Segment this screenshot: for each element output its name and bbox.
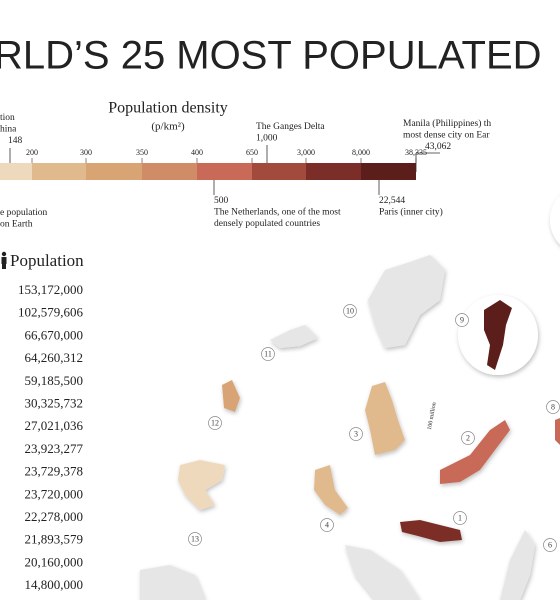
label-circle	[343, 304, 357, 318]
tick-label: 3,000	[297, 148, 315, 157]
density-band	[0, 163, 32, 180]
scale-note: 100 million	[427, 402, 438, 430]
population-value: 64,260,312	[25, 350, 84, 365]
population-value: 59,185,500	[25, 373, 84, 388]
tick-label: 350	[136, 148, 148, 157]
title: RLD’S 25 MOST POPULATED	[0, 34, 542, 78]
population-header: Population	[10, 251, 84, 270]
annotation-line: on Earth	[0, 220, 33, 230]
population-value: 21,893,579	[25, 532, 84, 547]
map-labels: 10 9 11 8 12 3 2 1 4 6 13	[188, 304, 560, 552]
leader-lines	[9, 145, 440, 195]
annotation-line: densely populated countries	[214, 219, 320, 229]
map-label: 9	[460, 315, 464, 324]
label-circle	[261, 347, 275, 361]
label-circle	[461, 431, 475, 445]
population-value: 153,172,000	[18, 282, 83, 297]
label-circle	[188, 532, 202, 546]
tick-label: 650	[246, 148, 258, 157]
map	[140, 195, 560, 600]
label-circle	[320, 518, 334, 532]
legend-unit: (p/km²)	[151, 121, 185, 133]
map-label: 1	[458, 513, 462, 522]
population-value: 27,021,036	[25, 418, 84, 433]
legend-title: Population density	[108, 100, 228, 117]
label-circle	[208, 416, 222, 430]
density-band	[361, 163, 416, 180]
population-value: 102,579,606	[18, 305, 84, 320]
annotation-line: 22,544	[379, 196, 405, 206]
population-value: 66,670,000	[25, 327, 84, 342]
population-value: 23,923,277	[25, 441, 84, 456]
map-label: 2	[466, 433, 470, 442]
tick-label: 200	[26, 148, 38, 157]
label-circle	[455, 313, 469, 327]
population-value: 23,720,000	[25, 486, 84, 501]
density-band	[32, 163, 86, 180]
annotation-line: hina	[0, 125, 17, 135]
tick-label: 38,335	[405, 148, 427, 157]
annotation-line: Manila (Philippines) th	[403, 118, 491, 129]
person-icon	[1, 251, 7, 269]
label-circle	[453, 511, 467, 525]
tick-label: 8,000	[352, 148, 370, 157]
annotation-line: 1,000	[256, 134, 278, 144]
population-list: 153,172,000 102,579,606 66,670,000 64,260,3…	[18, 282, 84, 592]
annotation-line: 148	[8, 136, 23, 146]
map-label: 4	[325, 520, 329, 529]
annotation-line: The Ganges Delta	[256, 122, 325, 132]
density-scale: 200 300 350 400 650 3,000 8,000 38,335	[0, 148, 427, 180]
density-band	[142, 163, 197, 180]
map-label: 8	[551, 402, 555, 411]
annotation-line: most dense city on Ear	[403, 131, 490, 141]
population-value: 20,160,000	[25, 554, 84, 569]
population-value: 14,800,000	[25, 577, 84, 592]
map-label: 6	[548, 540, 552, 549]
density-band	[306, 163, 361, 180]
density-band	[197, 163, 252, 180]
density-band	[86, 163, 142, 180]
map-label: 11	[264, 349, 272, 358]
label-circle	[349, 427, 363, 441]
map-label: 12	[211, 418, 219, 427]
population-value: 23,729,378	[25, 464, 84, 479]
population-value: 22,278,000	[25, 509, 84, 524]
population-value: 30,325,732	[25, 395, 84, 410]
annotation-line: Paris (inner city)	[379, 207, 443, 218]
tick-label: 400	[191, 148, 203, 157]
density-band	[252, 163, 306, 180]
annotation-line: The Netherlands, one of the most	[214, 207, 341, 218]
label-circle	[543, 538, 557, 552]
annotation-line: 43,062	[425, 142, 451, 152]
map-label: 13	[191, 534, 199, 543]
map-label: 10	[346, 306, 354, 315]
map-label: 3	[354, 429, 358, 438]
annotation-line: tion	[0, 113, 15, 123]
tick-label: 300	[80, 148, 92, 157]
annotation-line: e population	[0, 208, 47, 218]
annotation-line: 500	[214, 196, 229, 206]
